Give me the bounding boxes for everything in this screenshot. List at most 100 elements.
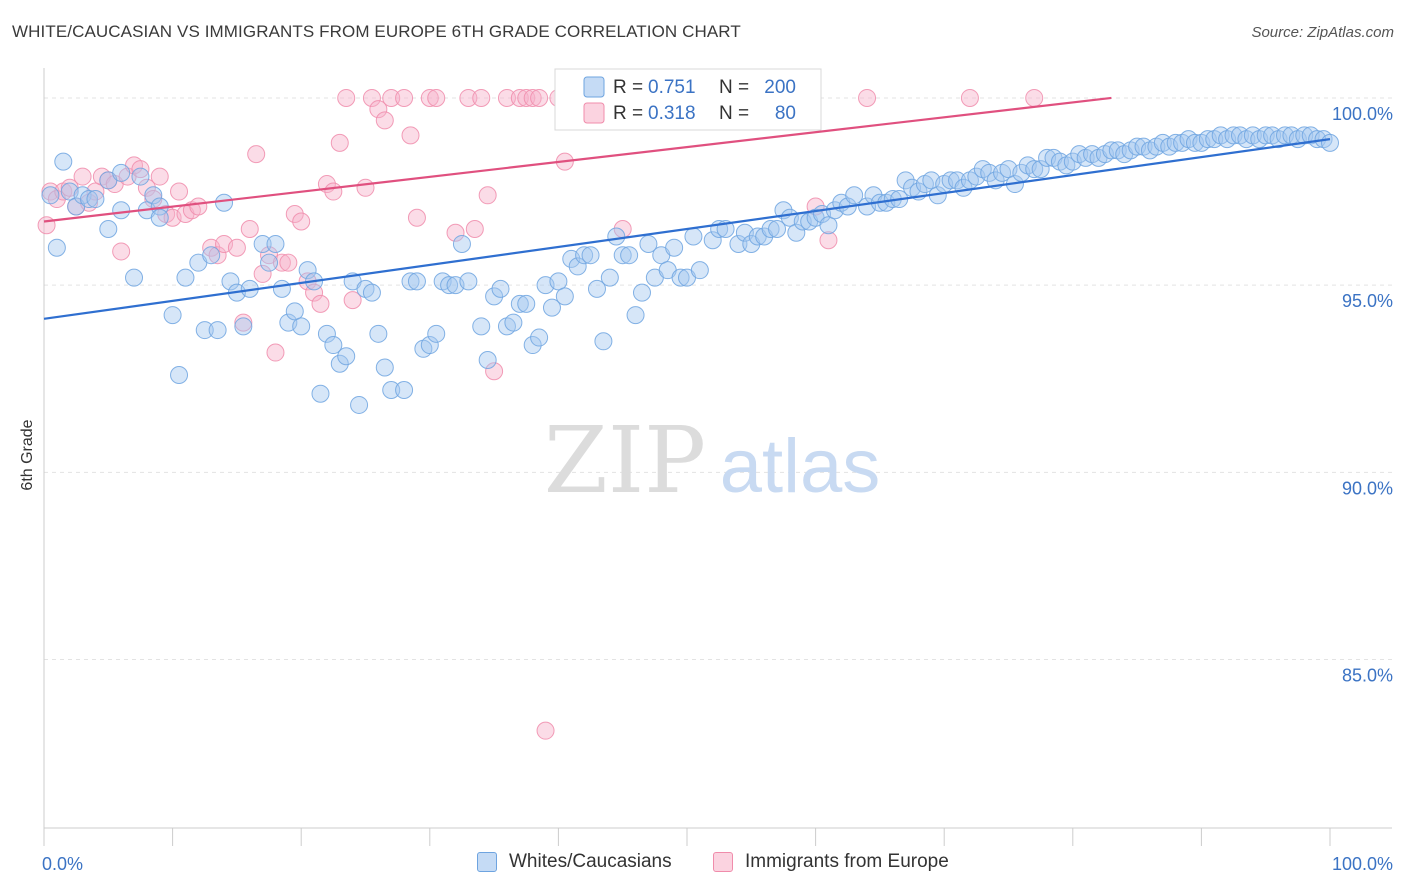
immigrants-point-48	[362, 88, 381, 107]
whites-point-69	[517, 294, 536, 313]
immigrants-point-15	[131, 160, 150, 179]
whites-point-20	[176, 268, 195, 287]
immigrants-point-55	[420, 88, 439, 107]
whites-point-83	[607, 227, 626, 246]
immigrants-point-59	[465, 219, 484, 238]
immigrants-point-41	[311, 294, 330, 313]
immigrants-point-17	[144, 190, 163, 209]
immigrants-point-37	[285, 205, 304, 224]
whites-point-22	[195, 321, 214, 340]
immigrants-point-68	[536, 721, 555, 740]
whites-point-7	[86, 190, 105, 209]
whites-point-17	[150, 208, 169, 227]
immigrants-point-28	[227, 238, 246, 257]
x-tick-label-100: 100.0%	[1332, 854, 1393, 874]
whites-point-74	[549, 272, 568, 291]
source-label: Source: ZipAtlas.com	[1251, 24, 1394, 41]
whites-point-80	[587, 279, 606, 298]
legend-r-label-1: R =	[613, 103, 643, 124]
immigrants-point-29	[234, 313, 253, 332]
x-tick-label-0: 0.0%	[42, 854, 83, 874]
whites-point-105	[761, 219, 780, 238]
whites-point-145	[1025, 160, 1044, 179]
whites-point-82	[600, 268, 619, 287]
whites-point-92	[665, 238, 684, 257]
whites-point-2	[54, 152, 73, 171]
whites-point-19	[170, 365, 189, 384]
immigrants-point-38	[292, 212, 311, 231]
y-tick-label-95: 95.0%	[1342, 291, 1393, 311]
immigrants-point-21	[170, 182, 189, 201]
whites-point-68	[510, 294, 529, 313]
immigrants-point-79	[858, 88, 877, 107]
whites-point-65	[491, 279, 510, 298]
whites-point-18	[163, 306, 182, 325]
whites-point-35	[285, 302, 304, 321]
whites-point-23	[202, 246, 221, 265]
whites-point-49	[375, 358, 394, 377]
immigrants-point-81	[1025, 88, 1044, 107]
whites-point-28	[234, 317, 253, 336]
immigrants-point-50	[375, 111, 394, 130]
immigrants-point-49	[369, 100, 388, 119]
whites-point-42	[330, 354, 349, 373]
immigrants-point-45	[337, 88, 356, 107]
legend-r-label-0: R =	[613, 77, 643, 98]
whites-point-133	[948, 171, 967, 190]
legend-n-label-1: N =	[719, 103, 749, 124]
immigrants-point-46	[343, 291, 362, 310]
whites-trendline	[43, 138, 1331, 320]
series-immigrants-points	[37, 88, 1044, 740]
immigrants-point-66	[523, 88, 542, 107]
whites-point-78	[575, 246, 594, 265]
whites-point-31	[260, 253, 279, 272]
immigrants-point-65	[517, 88, 536, 107]
whites-point-1	[47, 238, 66, 257]
whites-point-61	[459, 272, 478, 291]
immigrants-point-31	[247, 145, 266, 164]
whites-point-12	[125, 268, 144, 287]
whites-point-109	[787, 223, 806, 242]
whites-point-30	[253, 234, 272, 253]
legend-r-value-0: 0.751	[648, 77, 696, 98]
immigrants-point-51	[382, 88, 401, 107]
whites-point-87	[632, 283, 651, 302]
immigrants-point-36	[279, 253, 298, 272]
immigrants-point-32	[253, 264, 272, 283]
whites-point-95	[684, 227, 703, 246]
whites-point-146	[1031, 160, 1050, 179]
immigrants-point-16	[137, 178, 156, 197]
legend-n-value-1: 80	[775, 103, 796, 124]
bottom-legend-swatch-blue	[477, 852, 497, 872]
immigrants-point-67	[530, 88, 549, 107]
legend-swatch-blue	[583, 76, 605, 98]
immigrants-point-57	[446, 223, 465, 242]
whites-point-96	[690, 261, 709, 280]
whites-point-70	[523, 336, 542, 355]
whites-point-0	[41, 186, 60, 205]
immigrants-point-34	[266, 343, 285, 362]
whites-point-10	[112, 201, 131, 220]
axes	[43, 68, 1392, 846]
series-whites-points	[41, 126, 1339, 414]
whites-point-47	[362, 283, 381, 302]
immigrants-point-26	[208, 246, 227, 265]
whites-point-43	[337, 347, 356, 366]
whites-point-71	[530, 328, 549, 347]
whites-point-67	[504, 313, 523, 332]
bottom-legend-item-immigrants: Immigrants from Europe	[713, 851, 949, 873]
immigrants-point-56	[427, 88, 446, 107]
immigrants-point-18	[150, 167, 169, 186]
whites-point-75	[555, 287, 574, 306]
whites-point-36	[292, 317, 311, 336]
y-tick-label-100: 100.0%	[1332, 104, 1393, 124]
watermark: ZIP atlas	[544, 407, 880, 514]
legend-r-value-1: 0.318	[648, 103, 696, 124]
whites-point-106	[768, 219, 787, 238]
whites-point-25	[215, 193, 234, 212]
legend-n-value-0: 200	[764, 77, 796, 98]
immigrants-point-0	[37, 216, 56, 235]
whites-point-6	[80, 190, 99, 209]
whites-point-26	[221, 272, 240, 291]
